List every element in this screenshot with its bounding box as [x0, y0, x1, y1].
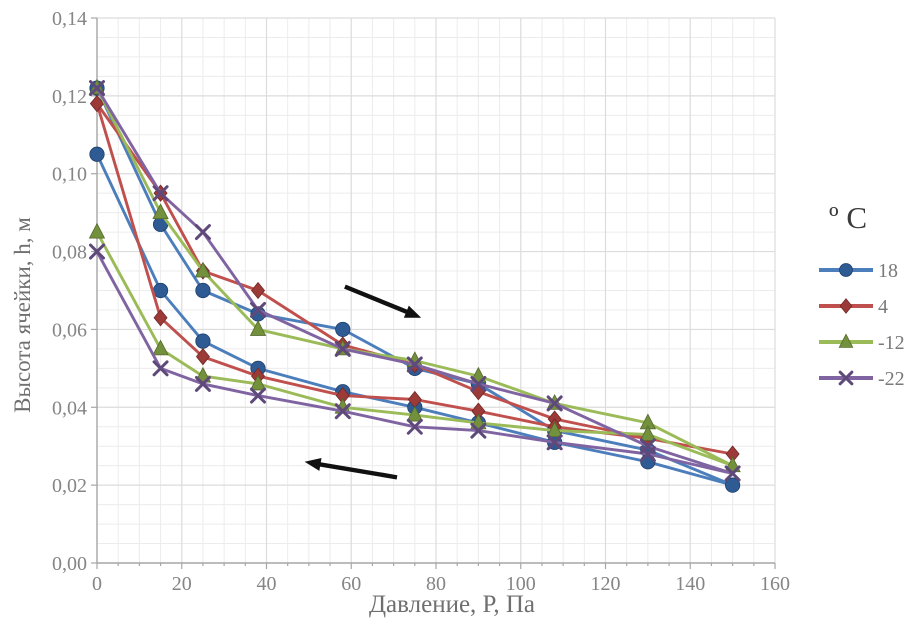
triangle-marker — [639, 425, 657, 441]
x-marker — [250, 387, 267, 404]
circle-marker — [640, 454, 656, 470]
diamond-marker — [195, 348, 210, 366]
direction-arrows — [304, 284, 422, 480]
triangle-marker — [152, 339, 169, 356]
x-marker — [152, 185, 169, 202]
x-tick-label: 140 — [675, 573, 705, 595]
triangle-marker — [152, 203, 169, 220]
x-marker — [152, 360, 169, 377]
axis-titles: Давление, Р, Па Высота ячейки, h, м — [10, 217, 535, 618]
x-marker — [334, 340, 351, 357]
diamond-marker — [153, 309, 168, 327]
x-tick-label: 0 — [92, 573, 102, 595]
circle-marker — [839, 263, 853, 277]
y-tick-label: 0,00 — [52, 553, 87, 575]
arrow-shaft — [344, 284, 411, 316]
triangle-marker — [249, 320, 267, 336]
x-marker — [639, 446, 656, 462]
y-tick-label: 0,12 — [52, 86, 87, 108]
arrow-head — [304, 458, 322, 471]
y-tick-label: 0,06 — [52, 319, 87, 341]
x-tick-label: 100 — [506, 573, 536, 595]
diamond-marker — [89, 95, 105, 113]
arrow-head — [403, 305, 422, 318]
circle-marker — [195, 282, 211, 299]
x-marker — [470, 422, 487, 439]
x-marker — [406, 418, 423, 435]
x-marker — [838, 370, 854, 386]
legend-entry-18: 18 — [819, 260, 898, 282]
x-marker — [194, 375, 211, 392]
x-marker — [250, 301, 267, 318]
legend-entry--22: -22 — [819, 368, 905, 390]
x-tick-label: 120 — [591, 573, 621, 595]
triangle-marker — [249, 374, 267, 391]
x-marker — [406, 356, 423, 373]
circle-marker — [89, 146, 105, 162]
y-tick-label: 0,10 — [52, 164, 87, 186]
legend-entry--12: -12 — [819, 332, 905, 354]
triangle-marker — [838, 333, 854, 348]
legend-label: -22 — [878, 368, 905, 390]
x-marker — [89, 243, 105, 260]
diamond-marker — [839, 298, 853, 314]
triangle-marker — [88, 222, 106, 239]
legend-label: 4 — [878, 296, 888, 318]
axes — [91, 17, 776, 569]
x-tick-label: 60 — [341, 573, 361, 595]
triangle-marker — [546, 421, 563, 438]
y-tick-label: 0,14 — [52, 8, 87, 30]
circle-marker — [335, 321, 351, 338]
x-marker — [546, 395, 563, 412]
x-marker — [470, 375, 487, 392]
x-tick-label: 20 — [172, 573, 192, 595]
x-marker — [194, 224, 211, 241]
x-marker — [89, 80, 105, 97]
legend-label: -12 — [878, 332, 905, 354]
triangle-marker — [194, 261, 212, 278]
x-marker — [546, 434, 563, 451]
triangle-marker — [406, 405, 423, 422]
series--22 — [89, 80, 741, 482]
y-tick-label: 0,04 — [52, 397, 87, 419]
diamond-marker — [251, 281, 266, 300]
circle-marker — [152, 282, 169, 299]
arrow-shaft — [316, 461, 398, 480]
circle-marker — [725, 477, 741, 493]
legend-label: 18 — [878, 260, 898, 282]
x-tick-label: 40 — [257, 573, 277, 595]
y-axis-title: Высота ячейки, h, м — [10, 217, 35, 413]
x-tick-label: 80 — [426, 573, 446, 595]
y-tick-label: 0,02 — [52, 475, 87, 497]
legend-entry-4: 4 — [819, 296, 888, 318]
legend: º C 18 4 -12 -22 — [819, 200, 905, 390]
tick-labels: 0 20 40 60 80 100 120 140 160 0,00 0,02 0,04 0,06 0,0… — [52, 8, 790, 595]
y-tick-label: 0,08 — [52, 242, 87, 264]
x-marker — [334, 403, 351, 420]
x-axis-title: Давление, Р, Па — [369, 591, 535, 618]
x-tick-label: 160 — [760, 573, 790, 595]
x-marker — [724, 465, 741, 482]
legend-title: º C — [829, 200, 867, 235]
circle-marker — [195, 333, 211, 349]
